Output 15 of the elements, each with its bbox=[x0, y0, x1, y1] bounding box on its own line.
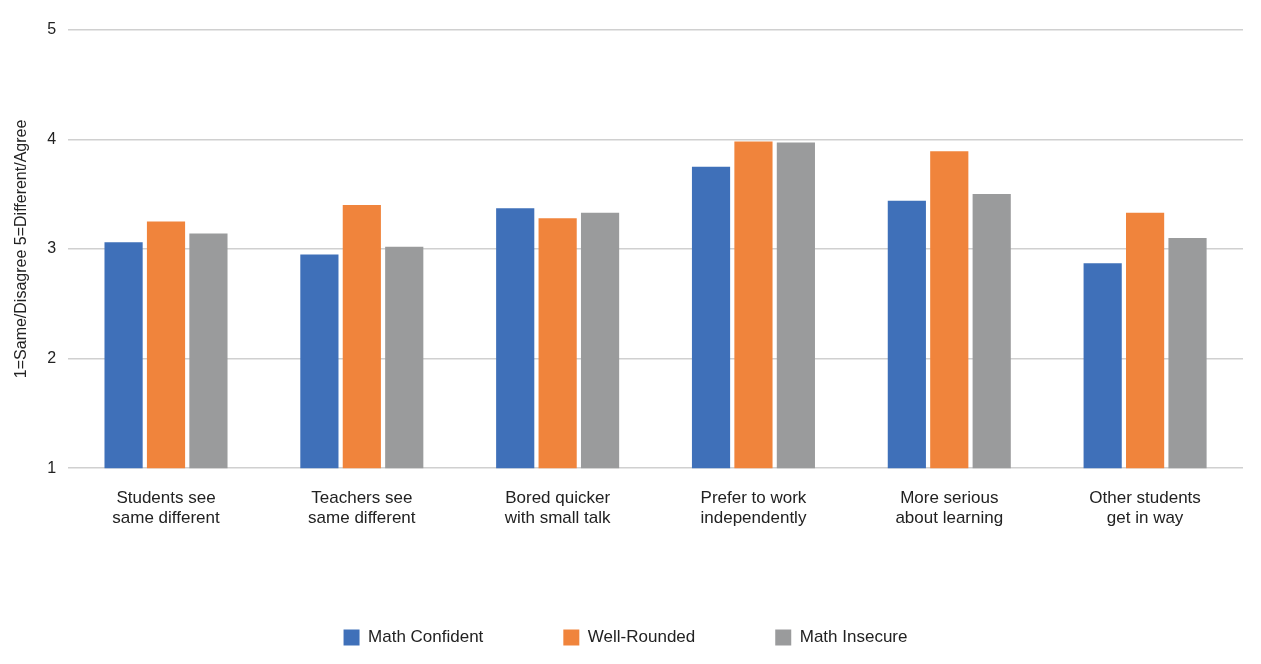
y-tick-label: 3 bbox=[47, 239, 57, 257]
x-tick-label: More serious about learning bbox=[895, 488, 1004, 528]
y-axis-title: 1=Same/Disagree 5=Different/Agree bbox=[12, 119, 30, 379]
x-tick-label: Bored quicker with small talk bbox=[503, 488, 612, 528]
x-tick-label: Other students get in way bbox=[1089, 488, 1201, 528]
y-tick-label: 4 bbox=[47, 129, 57, 147]
x-tick-label: Teachers see same different bbox=[308, 488, 416, 528]
x-tick-label: Students see same different bbox=[112, 488, 220, 528]
y-tick-label: 2 bbox=[47, 348, 57, 366]
y-tick-label: 1 bbox=[47, 458, 57, 476]
legend-label: Well-Rounded bbox=[587, 627, 696, 647]
legend-label: Math Insecure bbox=[799, 627, 908, 647]
legend-label: Math Confident bbox=[368, 627, 484, 647]
x-tick-label: Prefer to work independently bbox=[700, 488, 807, 528]
y-tick-label: 5 bbox=[47, 20, 57, 38]
